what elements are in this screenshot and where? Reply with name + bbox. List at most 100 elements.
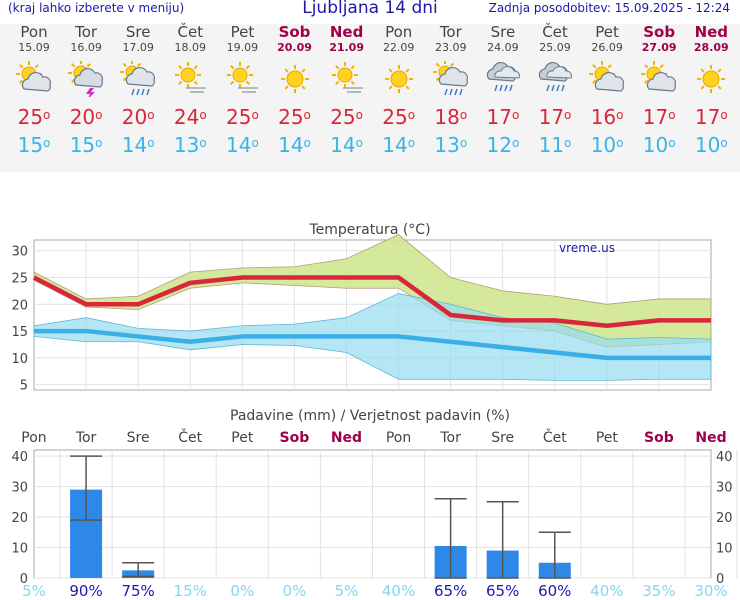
day-name: Pet [230,23,255,41]
precipitation-day-label: Tor [75,430,97,446]
day-name: Čet [542,23,568,41]
day-column: Ned 21.09 25o 14o [321,23,373,158]
temperature-y-tick-label: 30 [11,245,28,260]
precipitation-day-label: Pon [21,430,46,446]
max-temperature: 17o [538,105,572,129]
temperature-y-tick-label: 20 [11,298,28,313]
day-name: Sre [125,23,151,41]
min-temperature: 14o [121,133,155,157]
day-date: 26.09 [591,41,623,54]
temperature-y-tick-label: 25 [11,272,28,287]
max-temperature: 17o [642,105,676,129]
sun-cloud-rain-icon [425,61,477,97]
max-temperature: 25o [17,105,51,129]
day-column: Tor 23.09 18o 13o [425,24,477,157]
precipitation-probability-label: 0% [282,582,306,600]
precipitation-y-tick-label: 10 [11,542,28,557]
sunny-haze-icon [321,61,373,97]
sunny-haze-icon [164,61,216,97]
day-name: Čet [177,23,204,41]
max-temperature: 20o [69,105,103,129]
precipitation-day-label: Pet [231,430,254,446]
day-date: 24.09 [487,41,519,54]
last-update: Zadnja posodobitev: 15.09.2025 - 12:24 [488,1,730,15]
precipitation-probability-label: 65% [434,582,467,600]
max-temperature: 17o [486,105,520,129]
day-name: Tor [439,23,462,41]
location-menu-hint[interactable]: (kraj lahko izberete v meniju) [8,1,185,15]
precipitation-day-label: Sre [491,430,514,446]
day-date: 17.09 [122,41,154,54]
day-column: Čet 25.09 17o 11o [529,24,581,157]
precipitation-y-tick-label: 0 [20,572,28,587]
partly-cloudy-icon [581,61,633,97]
precipitation-day-label: Sre [127,430,150,446]
sunny-icon [373,61,425,97]
day-name: Pon [20,23,48,41]
precipitation-y-tick-label-right: 20 [716,511,733,526]
watermark: vreme.us [559,241,615,255]
precipitation-y-tick-label: 30 [11,481,28,496]
precipitation-day-label: Ned [695,430,726,446]
precipitation-probability-label: 5% [22,582,46,600]
day-column: Čet 18.09 24o 13o [164,23,216,158]
precipitation-probability-label: 90% [69,582,102,600]
precipitation-day-label: Sob [644,430,674,446]
precipitation-day-label: Čet [543,428,567,446]
precipitation-probability-label: 30% [694,582,727,600]
precipitation-day-label: Ned [331,430,362,446]
daily-forecast-strip: Pon 15.09 25o 15o Tor 16.09 20o 15o Sre 17.09 20o 1… [0,24,740,172]
day-name: Sob [643,23,676,41]
day-date: 15.09 [18,41,50,54]
min-temperature: 10o [590,133,624,157]
sunny-haze-icon [216,61,268,97]
min-temperature: 15o [17,133,51,157]
precipitation-day-label: Pon [386,430,411,446]
min-temperature: 14o [225,133,259,157]
max-temperature: 17o [694,105,728,129]
min-temperature: 14o [330,133,363,157]
cloud-rain-icon [477,61,529,97]
max-temperature: 25o [278,105,311,129]
min-temperature: 14o [278,133,311,157]
day-name: Sre [490,23,516,41]
precipitation-y-tick-label-right: 30 [716,481,733,496]
day-name: Ned [329,23,364,41]
day-name: Pet [595,23,619,41]
day-column: Pon 22.09 25o 14o [373,23,425,158]
max-temperature: 24o [173,105,207,129]
max-temperature: 20o [121,105,155,129]
min-temperature: 12o [486,133,520,157]
precipitation-probability-label: 15% [174,582,207,600]
precipitation-probability-label: 65% [486,582,519,600]
header-bar: (kraj lahko izberete v meniju) Ljubljana… [0,0,740,20]
day-date: 23.09 [435,41,467,54]
max-temperature: 25o [330,105,363,129]
partly-cloudy-icon [8,61,60,97]
day-column: Sob 20.09 25o 14o [269,24,321,158]
min-temperature: 11o [538,133,572,157]
max-temperature: 25o [225,105,259,129]
day-column: Pet 26.09 16o 10o [581,24,633,157]
day-date: 21.09 [329,41,364,54]
precipitation-probability-label: 5% [335,582,359,600]
max-temperature: 18o [434,105,468,129]
thunderstorm-sun-icon [60,61,112,97]
temperature-y-tick-label: 10 [11,352,28,367]
precipitation-day-label: Čet [178,428,202,446]
sunny-icon [269,61,321,97]
day-date: 18.09 [174,41,207,54]
min-temperature: 13o [434,133,468,157]
precipitation-chart-title: Padavine (mm) / Verjetnost padavin (%) [230,408,510,424]
sunny-icon [685,61,737,97]
partly-cloudy-icon [633,61,685,97]
day-date: 28.09 [693,41,729,54]
day-name: Pon [385,23,413,41]
precipitation-probability-label: 75% [121,582,154,600]
page-title: Ljubljana 14 dni [302,0,438,18]
min-temperature: 14o [382,133,416,157]
day-date: 22.09 [382,41,415,54]
min-temperature-line [34,328,711,361]
precipitation-probability-label: 40% [382,582,415,600]
